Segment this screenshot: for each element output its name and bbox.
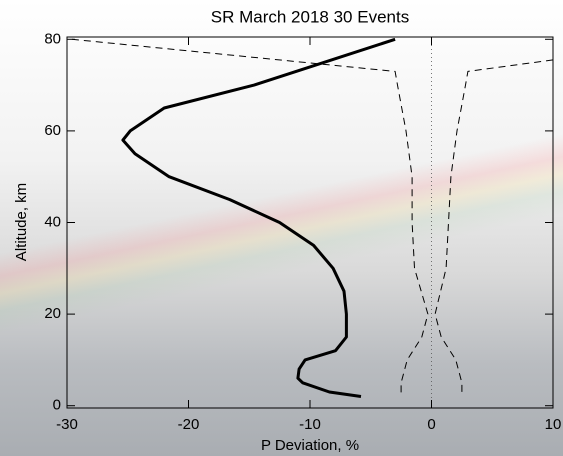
x-tick-label: -10	[299, 416, 321, 433]
y-axis-label: Altitude, km	[13, 183, 30, 261]
x-axis-label: P Deviation, %	[261, 437, 359, 454]
y-tick-label: 80	[44, 30, 61, 47]
envelope-line	[71, 38, 429, 397]
x-tick-label: 10	[545, 416, 562, 433]
chart-title: SR March 2018 30 Events	[211, 7, 409, 26]
plot-frame	[66, 36, 554, 409]
x-tick-label: -20	[178, 416, 200, 433]
y-tick-label: 0	[53, 397, 61, 414]
x-tick-label: 0	[427, 416, 435, 433]
plot-area	[71, 37, 553, 408]
x-tick-label: -30	[56, 416, 78, 433]
envelope-line	[434, 59, 553, 397]
y-tick-label: 60	[44, 122, 61, 139]
y-tick-label: 40	[44, 213, 61, 230]
profile-line	[121, 37, 396, 398]
y-tick-label: 20	[44, 305, 61, 322]
